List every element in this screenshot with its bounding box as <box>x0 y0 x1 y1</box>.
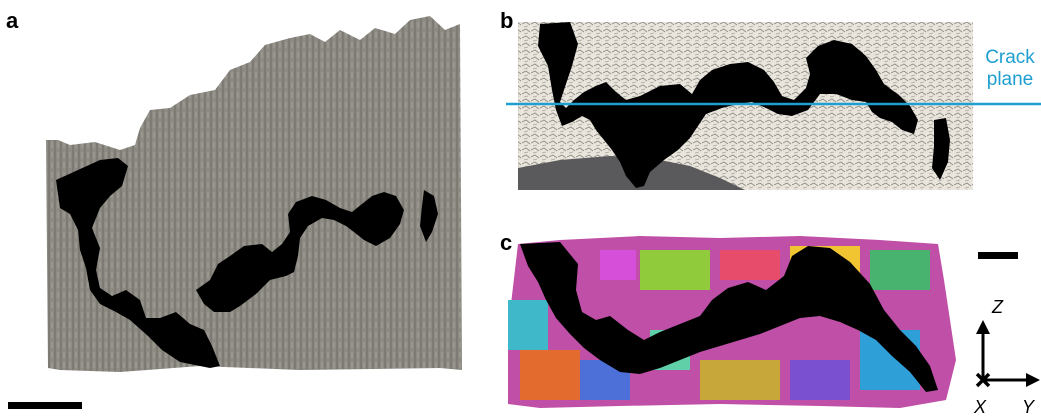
panel-c-scale-bar <box>978 252 1018 259</box>
crack-plane-label-line2: plane <box>986 68 1034 90</box>
panel-c-render <box>508 236 956 408</box>
axis-x-label: X <box>974 397 987 417</box>
crack-plane-label-line1: Crack <box>985 47 1035 68</box>
panel-a-label: a <box>6 8 19 33</box>
panel-a-crack <box>56 158 438 368</box>
panel-c-label: c <box>500 230 513 255</box>
panel-b-label: b <box>500 8 514 33</box>
panel-c-crack <box>520 242 938 392</box>
panel-b-render <box>518 22 973 190</box>
panel-a-scale-bar <box>8 402 82 409</box>
axis-y-label: Y <box>1022 397 1035 417</box>
axis-z-label: Z <box>992 297 1003 317</box>
panel-a-render <box>46 16 462 372</box>
panel-b-crack-fragment <box>932 118 950 180</box>
crack-plane-label: Crack plane <box>982 47 1038 91</box>
panel-a-specimen-surface <box>46 16 462 372</box>
coordinate-axes <box>975 320 1040 388</box>
